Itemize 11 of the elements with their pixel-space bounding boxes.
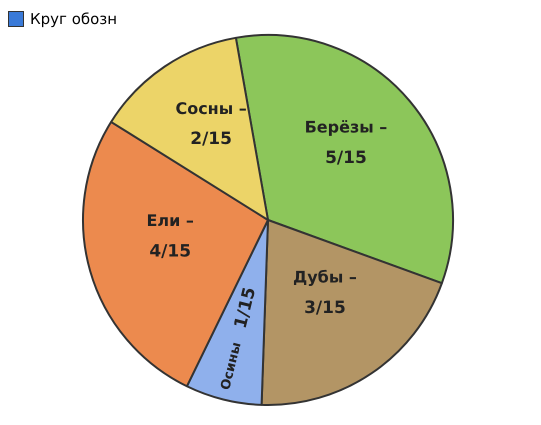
data-label: 2/15 xyxy=(190,129,232,150)
text: Круг обозн xyxy=(30,10,118,28)
slice-label: Сосны – xyxy=(175,98,247,118)
slice-label: Дубы – xyxy=(292,268,357,286)
data-label: 1/15 xyxy=(230,285,260,331)
data-label: 5/15 xyxy=(325,148,367,168)
data-label: 3/15 xyxy=(304,298,346,318)
slice-label: Осины xyxy=(218,340,245,392)
slice-label: Берёзы – xyxy=(304,118,388,137)
data-label: 4/15 xyxy=(149,241,192,262)
slice-label: Ели – xyxy=(146,211,194,230)
